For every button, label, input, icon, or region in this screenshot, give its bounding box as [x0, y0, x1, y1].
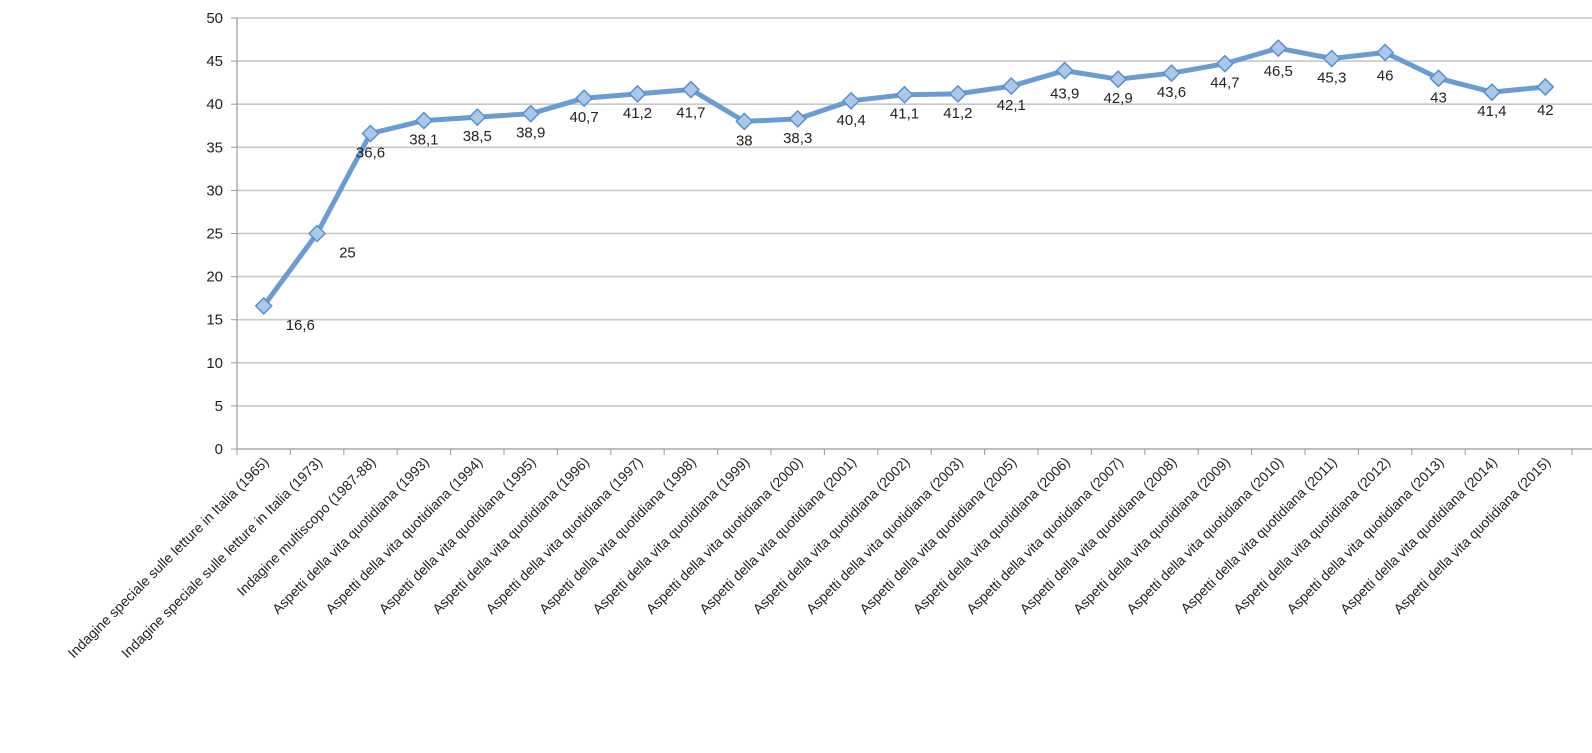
data-label: 46,5: [1264, 63, 1293, 80]
data-label: 38,9: [516, 125, 545, 142]
data-label: 41,2: [943, 105, 972, 122]
y-tick-label: 30: [206, 182, 223, 199]
data-label: 16,6: [286, 317, 315, 334]
data-point: [308, 224, 327, 243]
data-point: [414, 111, 433, 130]
data-point: [895, 85, 914, 104]
data-point: [1482, 83, 1501, 102]
y-tick-label: 0: [215, 441, 223, 458]
data-label: 38,5: [463, 128, 492, 145]
data-point: [1055, 61, 1074, 80]
data-point: [361, 124, 380, 143]
x-tick-label: Indagine speciale sulle letture in Itali…: [118, 454, 325, 661]
data-point: [1536, 77, 1555, 97]
y-tick-label: 50: [206, 10, 223, 27]
data-point: [521, 104, 540, 123]
x-axis-ticks: Indagine speciale sulle letture in Itali…: [65, 454, 1554, 661]
data-point: [681, 80, 700, 99]
markers: [254, 39, 1555, 315]
data-point: [468, 108, 487, 127]
data-label: 38,1: [409, 132, 438, 149]
data-point: [1162, 64, 1181, 83]
y-tick-label: 10: [206, 355, 223, 372]
x-tick-label: Indagine speciale sulle letture in Itali…: [65, 454, 272, 661]
data-point: [1376, 43, 1395, 62]
data-label: 41,4: [1477, 103, 1506, 120]
y-tick-label: 40: [206, 96, 223, 113]
gridlines: [231, 17, 1592, 450]
axes: [236, 18, 1592, 455]
data-label: 42,9: [1103, 90, 1132, 107]
data-label: 41,2: [623, 105, 652, 122]
y-tick-label: 15: [206, 312, 223, 329]
data-label: 25: [339, 245, 356, 262]
data-point: [575, 89, 594, 108]
y-tick-label: 25: [206, 226, 223, 243]
data-label: 38,3: [783, 130, 812, 147]
data-point: [1215, 54, 1234, 73]
data-label: 43,6: [1157, 84, 1186, 101]
data-point: [735, 112, 754, 131]
data-point: [1269, 39, 1288, 58]
y-tick-label: 20: [206, 269, 223, 286]
data-label: 46: [1377, 67, 1394, 84]
data-point: [948, 84, 967, 103]
data-label: 36,6: [356, 145, 385, 162]
data-point: [1429, 69, 1448, 88]
data-label: 42: [1537, 102, 1554, 119]
data-point: [842, 91, 861, 110]
data-label: 43,9: [1050, 86, 1079, 103]
data-point: [254, 296, 273, 315]
data-label: 44,7: [1210, 75, 1239, 92]
data-point: [1109, 70, 1128, 89]
y-tick-label: 5: [215, 398, 223, 415]
data-labels: 16,6 25 36,6 38,1 38,5 38,9 40,7 41,2 41,7 38 38,3…: [286, 63, 1554, 334]
data-label: 38: [736, 132, 753, 149]
y-tick-label: 45: [206, 53, 223, 70]
data-label: 43: [1430, 89, 1447, 106]
data-label: 41,7: [676, 105, 705, 122]
data-label: 40,4: [836, 112, 865, 129]
data-label: 41,1: [890, 106, 919, 123]
y-tick-label: 35: [206, 139, 223, 156]
data-label: 40,7: [569, 109, 598, 126]
data-point: [788, 109, 807, 128]
data-point: [1322, 49, 1341, 68]
data-label: 45,3: [1317, 70, 1346, 87]
y-axis-ticks: 0 5 10 15 20 25 30 35 40 45 50: [206, 10, 223, 458]
data-point: [1002, 77, 1021, 96]
data-label: 42,1: [997, 97, 1026, 114]
data-point: [628, 84, 647, 103]
